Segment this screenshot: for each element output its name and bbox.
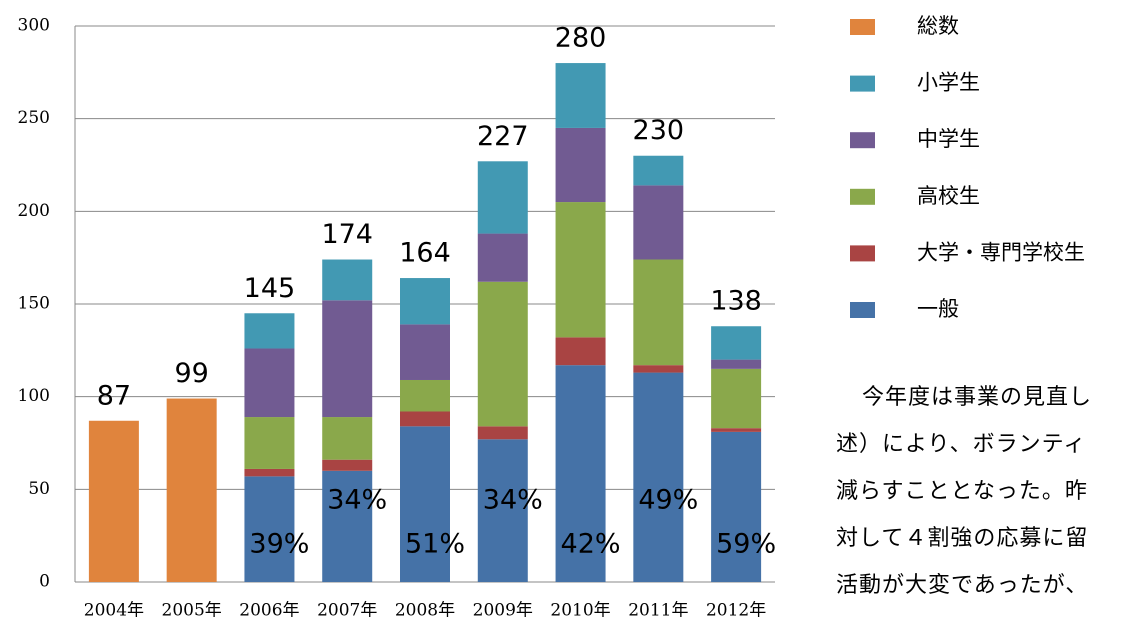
- bar-segment: [400, 411, 450, 427]
- bar-segment: [244, 476, 295, 582]
- bar-segment: [633, 185, 684, 260]
- total-label: 145: [244, 273, 296, 304]
- bar-segment: [711, 431, 762, 582]
- x-tick-label: 2008年: [395, 601, 455, 621]
- bar-segment: [322, 300, 373, 418]
- total-label: 227: [477, 121, 529, 152]
- x-tick-label: 2007年: [317, 601, 377, 621]
- y-tick-label: 200: [18, 201, 50, 221]
- legend-swatch: [850, 75, 875, 92]
- share-label: 49%: [638, 485, 698, 516]
- y-tick-label: 250: [18, 108, 50, 128]
- bar-segment: [244, 417, 295, 469]
- bar-segment: [555, 365, 606, 582]
- bar-segment: [633, 259, 684, 366]
- bar-segment: [400, 278, 450, 325]
- bar-segment: [477, 439, 528, 582]
- legend-label: 小学生: [917, 71, 980, 95]
- y-tick-label: 300: [18, 16, 50, 36]
- text-line: 減らすこととなった。昨: [836, 479, 1088, 504]
- bar-segment: [244, 348, 295, 418]
- y-tick-label: 50: [28, 479, 50, 499]
- text-line: 今年度は事業の見直し: [862, 385, 1093, 410]
- x-tick-label: 2012年: [706, 601, 766, 621]
- text-line: 対して４割強の応募に留: [836, 526, 1089, 551]
- x-tick-label: 2006年: [239, 601, 299, 621]
- bar-segment: [244, 468, 295, 477]
- legend-swatch: [850, 132, 875, 149]
- total-label: 280: [555, 23, 607, 54]
- paragraph: 今年度は事業の見直し述）により、ボランティ 減らすこととなった。昨 対して４割強の応…: [836, 374, 1128, 609]
- data-label: 99: [174, 358, 208, 389]
- bar-segment: [400, 324, 450, 380]
- bar-segment: [244, 313, 295, 349]
- x-tick-label: 2011年: [628, 601, 688, 621]
- legend-label: 総数: [917, 14, 959, 38]
- bar-segment: [400, 379, 450, 412]
- x-tick-label: 2004年: [84, 601, 144, 621]
- legend-swatch: [850, 302, 875, 318]
- y-tick-label: 0: [39, 572, 50, 592]
- bar-segment: [477, 281, 528, 427]
- bar-segment: [555, 127, 606, 203]
- bar-segment: [322, 417, 373, 460]
- bar-segment: [711, 359, 762, 369]
- bar-segment: [555, 337, 606, 366]
- bar-segment: [711, 428, 762, 432]
- bar-segment: [711, 326, 762, 360]
- legend-swatch: [850, 188, 875, 205]
- bar-segment: [633, 155, 684, 186]
- bar-segment: [400, 426, 450, 582]
- bar-segment: [88, 420, 139, 582]
- total-label: 174: [321, 219, 373, 250]
- legend-label: 一般: [917, 297, 959, 321]
- text-line: 述）により、ボランティ: [836, 432, 1087, 457]
- x-tick-label: 2005年: [162, 601, 222, 621]
- bar-segment: [477, 426, 528, 440]
- x-tick-label: 2010年: [550, 601, 610, 621]
- bar-segment: [322, 470, 373, 582]
- legend-swatch: [850, 245, 875, 262]
- bar-segment: [322, 259, 373, 301]
- share-label: 39%: [249, 529, 309, 560]
- y-tick-label: 150: [18, 294, 50, 314]
- share-label: 51%: [405, 529, 465, 560]
- total-label: 138: [710, 286, 762, 317]
- bar-segment: [711, 368, 762, 429]
- bar-segment: [633, 372, 684, 582]
- share-label: 42%: [561, 529, 621, 560]
- data-label: 87: [97, 380, 131, 411]
- bar-segment: [322, 459, 373, 471]
- total-label: 164: [399, 238, 451, 269]
- legend-label: 高校生: [917, 184, 980, 208]
- bar-segment: [477, 161, 528, 234]
- total-label: 230: [633, 115, 685, 146]
- legend-swatch: [850, 19, 875, 35]
- bar-segment: [477, 233, 528, 282]
- x-tick-label: 2009年: [473, 601, 533, 621]
- bar-segment: [555, 63, 606, 128]
- share-label: 34%: [327, 485, 387, 516]
- y-tick-label: 100: [18, 386, 50, 406]
- share-label: 59%: [716, 529, 776, 560]
- bar-segment: [166, 398, 217, 582]
- share-label: 34%: [483, 485, 543, 516]
- text-line: 活動が大変であったが、: [836, 573, 1089, 598]
- bar-segment: [633, 365, 684, 373]
- legend-label: 大学・専門学校生: [917, 240, 1085, 264]
- legend-label: 中学生: [917, 127, 980, 151]
- bar-segment: [555, 202, 606, 338]
